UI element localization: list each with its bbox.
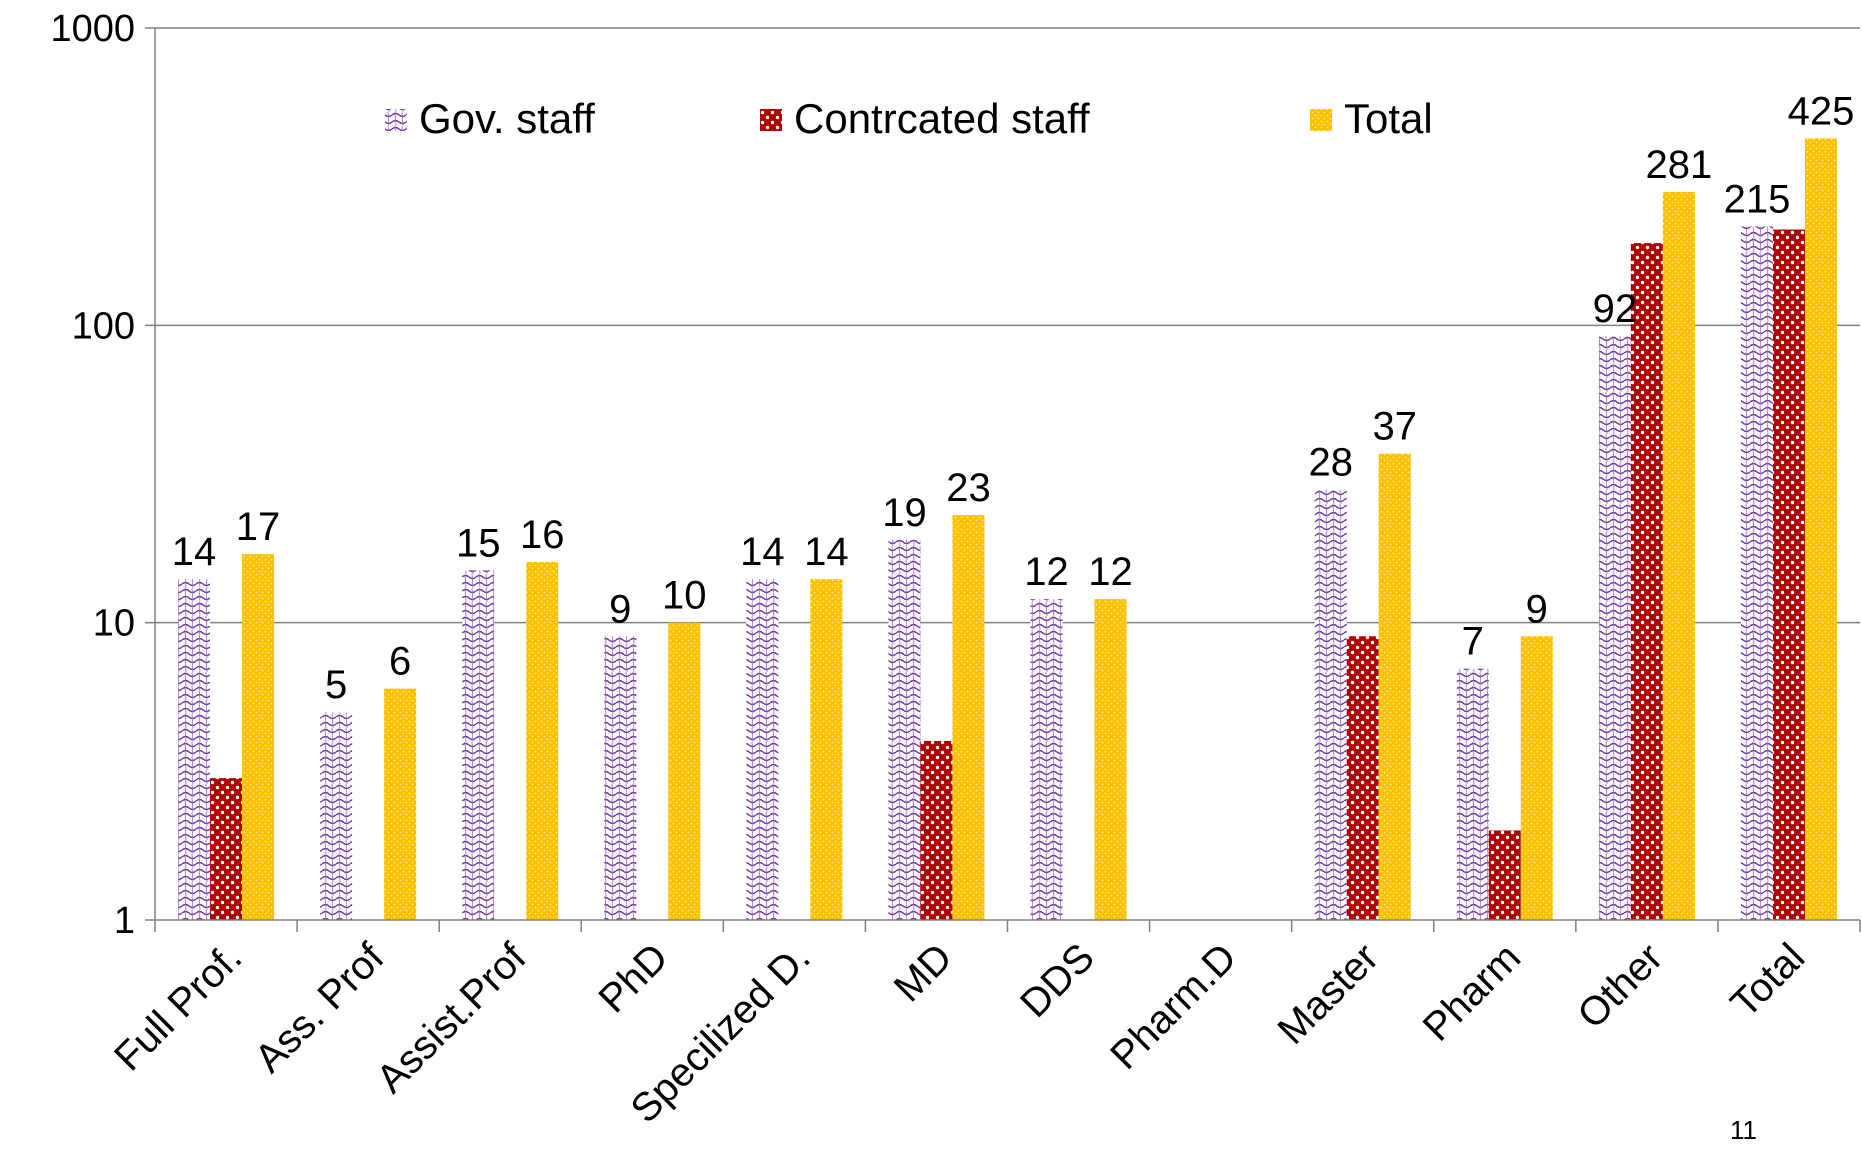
bar-gov-staff-full-prof bbox=[178, 579, 211, 920]
bar-total-master bbox=[1378, 453, 1411, 920]
bar-total-phd bbox=[668, 622, 701, 920]
legend: Gov. staff Contrcated staff Total bbox=[385, 95, 1433, 142]
bar-gov-staff-specilized-d bbox=[746, 579, 779, 920]
data-label-total-total: 425 bbox=[1788, 89, 1855, 133]
legend-swatch-total bbox=[1310, 109, 1332, 131]
y-tick-labels: 1 10 100 1000 bbox=[50, 8, 135, 942]
bar-gov-staff-ass-prof bbox=[320, 712, 353, 920]
data-label-gov-staff-ass-prof: 5 bbox=[325, 663, 347, 707]
data-label-gov-staff-phd: 9 bbox=[609, 587, 631, 631]
bar-total-other bbox=[1662, 191, 1695, 921]
x-tick-label-phd: PhD bbox=[591, 935, 677, 1021]
data-label-total-master: 37 bbox=[1372, 405, 1417, 449]
data-label-total-md: 23 bbox=[946, 466, 991, 510]
legend-swatch-gov-staff bbox=[385, 109, 407, 131]
bar-total-md bbox=[952, 515, 985, 920]
page-number: 11 bbox=[1730, 1115, 1757, 1145]
data-label-gov-staff-total: 215 bbox=[1724, 177, 1791, 221]
bar-contrcated-staff-master bbox=[1346, 636, 1379, 920]
data-label-total-pharm: 9 bbox=[1526, 587, 1548, 631]
bar-gov-staff-master bbox=[1314, 489, 1347, 920]
bar-total-dds bbox=[1094, 599, 1127, 920]
bar-gov-staff-total bbox=[1740, 226, 1773, 921]
legend-label-gov-staff: Gov. staff bbox=[419, 95, 595, 142]
x-tick-label-total: Total bbox=[1722, 935, 1813, 1026]
y-tick-label: 1 bbox=[114, 900, 135, 942]
legend-label-total: Total bbox=[1344, 95, 1433, 142]
legend-label-contrcated-staff: Contrcated staff bbox=[794, 95, 1090, 142]
bar-gov-staff-pharm bbox=[1456, 668, 1489, 920]
bar-total-ass-prof bbox=[384, 688, 417, 920]
data-label-total-full-prof: 17 bbox=[236, 505, 281, 549]
bar-gov-staff-md bbox=[888, 539, 921, 920]
data-label-total-dds: 12 bbox=[1088, 550, 1133, 594]
data-label-gov-staff-other: 92 bbox=[1593, 287, 1638, 331]
data-label-gov-staff-master: 28 bbox=[1308, 441, 1353, 485]
x-tick-label-pharm: Pharm bbox=[1415, 935, 1529, 1049]
bar-contrcated-staff-pharm bbox=[1488, 830, 1521, 920]
bar-total-pharm bbox=[1520, 636, 1553, 920]
data-label-gov-staff-specilized-d: 14 bbox=[740, 530, 785, 574]
x-tick-label-dds: DDS bbox=[1012, 935, 1103, 1026]
bars bbox=[178, 138, 1837, 921]
data-label-gov-staff-pharm: 7 bbox=[1462, 620, 1484, 664]
x-tick-label-ass-prof: Ass. Prof bbox=[247, 935, 393, 1081]
axes bbox=[145, 27, 1861, 932]
data-label-total-specilized-d: 14 bbox=[804, 530, 849, 574]
data-label-gov-staff-full-prof: 14 bbox=[172, 530, 217, 574]
bar-gov-staff-other bbox=[1598, 336, 1631, 920]
data-label-gov-staff-dds: 12 bbox=[1024, 550, 1069, 594]
data-label-total-assist-prof: 16 bbox=[520, 513, 565, 557]
bar-total-total bbox=[1804, 138, 1837, 920]
bar-total-full-prof bbox=[242, 554, 275, 920]
x-tick-label-master: Master bbox=[1270, 935, 1388, 1053]
y-tick-label: 10 bbox=[93, 603, 135, 645]
bar-gov-staff-dds bbox=[1030, 599, 1063, 920]
bar-contrcated-staff-other bbox=[1630, 243, 1663, 920]
x-tick-label-other: Other bbox=[1569, 935, 1671, 1037]
x-tick-label-pharm-d: Pharm.D bbox=[1102, 935, 1245, 1078]
x-tick-label-assist-prof: Assist.Prof bbox=[368, 935, 535, 1102]
x-tick-label-full-prof: Full Prof. bbox=[106, 935, 250, 1079]
gridlines bbox=[155, 27, 1860, 624]
data-label-total-other: 281 bbox=[1646, 143, 1713, 187]
bar-total-specilized-d bbox=[810, 579, 843, 920]
y-tick-label: 1000 bbox=[50, 8, 135, 50]
data-label-gov-staff-md: 19 bbox=[882, 491, 927, 535]
data-label-total-ass-prof: 6 bbox=[389, 640, 411, 684]
bar-contrcated-staff-full-prof bbox=[210, 778, 243, 920]
bar-gov-staff-assist-prof bbox=[462, 570, 495, 920]
bar-contrcated-staff-total bbox=[1772, 229, 1805, 920]
bar-contrcated-staff-md bbox=[920, 740, 953, 920]
bar-gov-staff-phd bbox=[604, 636, 637, 920]
data-label-total-phd: 10 bbox=[662, 574, 707, 618]
x-tick-label-md: MD bbox=[886, 935, 961, 1010]
bar-total-assist-prof bbox=[526, 561, 559, 920]
y-tick-label: 100 bbox=[72, 305, 135, 347]
data-label-gov-staff-assist-prof: 15 bbox=[456, 521, 501, 565]
legend-swatch-contrcated-staff bbox=[760, 109, 782, 131]
